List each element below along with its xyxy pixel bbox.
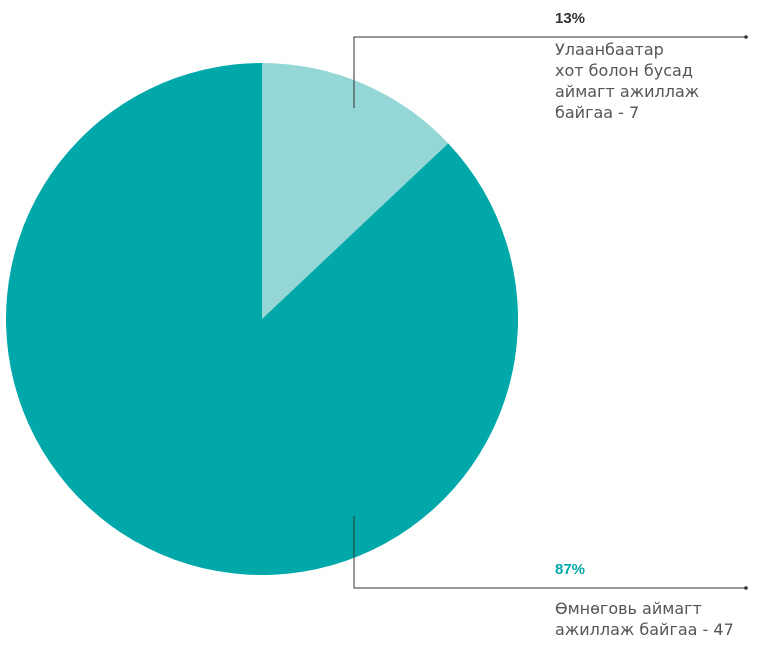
slice-label-umnugovi: Өмнөговь аймагт ажиллаж байгаа - 47 <box>555 599 734 639</box>
slice-percent-label-umnugovi: 87% <box>555 561 586 578</box>
leader-line-ulaanbaatar-end-dot <box>744 35 748 39</box>
pie-slice-umnugovi <box>6 63 519 575</box>
pie-slice-ulaanbaatar <box>262 63 449 319</box>
pie-slices <box>6 63 519 575</box>
leader-line-ulaanbaatar <box>353 36 746 108</box>
leader-lines <box>353 35 748 590</box>
slice-percent-label-ulaanbaatar: 13% <box>555 10 586 27</box>
leader-line-umnugovi <box>353 516 746 589</box>
slice-label-ulaanbaatar: Улаанбаатар хот болон бусад аймагт ажилл… <box>555 40 700 122</box>
leader-line-umnugovi-end-dot <box>744 586 748 590</box>
